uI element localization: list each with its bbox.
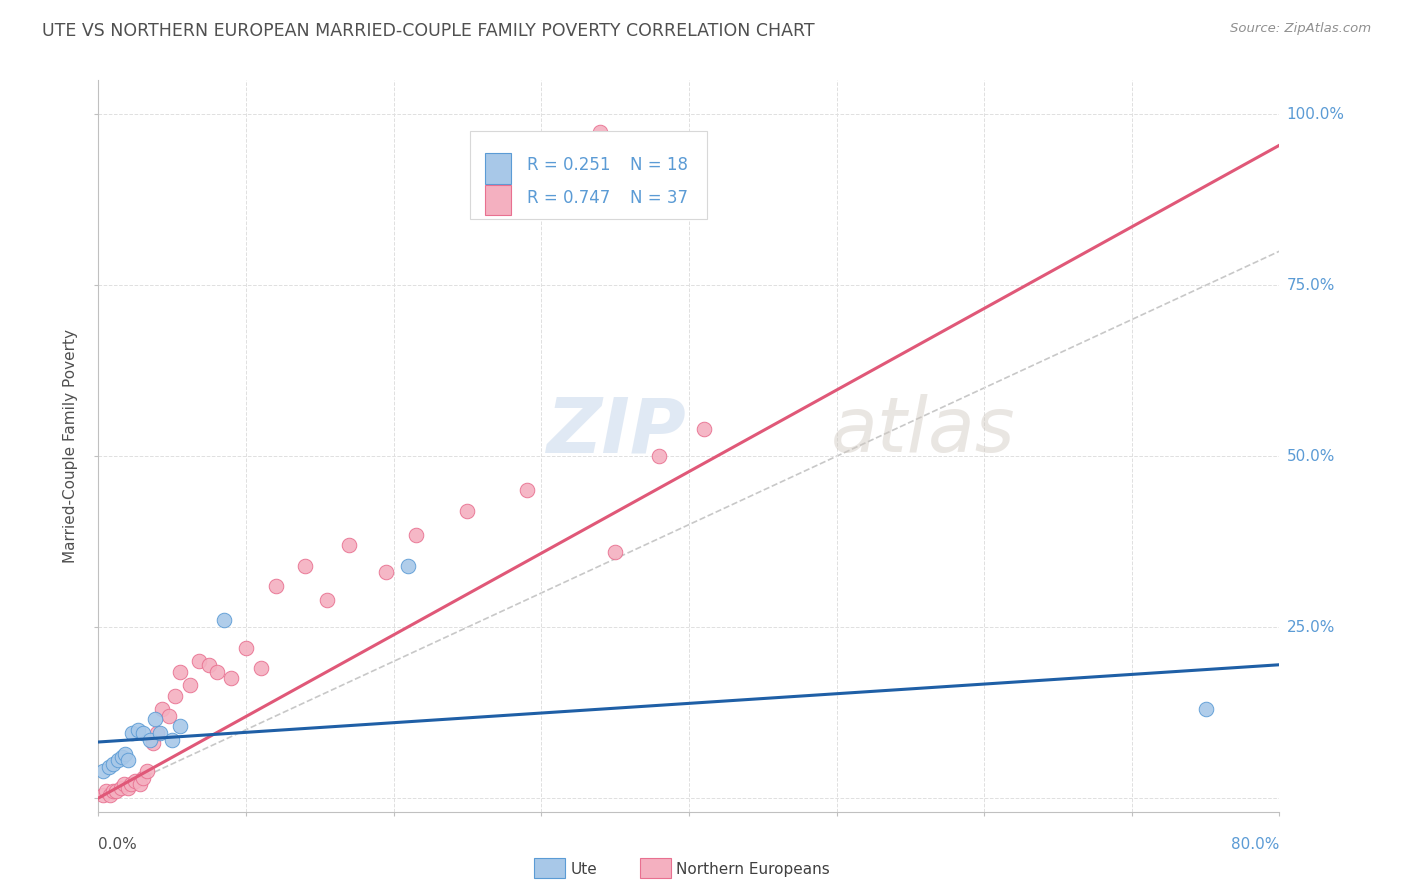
Point [515,483,537,498]
Point [142,736,165,750]
Text: N = 37: N = 37 [630,189,688,207]
Point [212,613,235,627]
Text: 100.0%: 100.0% [1286,107,1344,122]
Text: R = 0.747: R = 0.747 [527,189,610,207]
Point [143,713,166,727]
Point [110,780,132,795]
Point [132,726,155,740]
Point [316,592,339,607]
Point [91,788,114,802]
Point [98,788,121,802]
Point [456,504,478,518]
Point [605,545,627,559]
Point [112,777,135,791]
Text: Ute: Ute [571,863,598,877]
Point [146,726,169,740]
Y-axis label: Married-Couple Family Poverty: Married-Couple Family Poverty [63,329,79,563]
Point [103,756,125,771]
Point [105,784,128,798]
Point [396,558,419,573]
Text: 75.0%: 75.0% [1286,277,1334,293]
Point [157,709,180,723]
Point [94,784,117,798]
Text: N = 18: N = 18 [630,156,688,174]
Point [117,780,139,795]
Point [136,764,159,778]
Point [375,566,398,580]
Text: R = 0.251: R = 0.251 [527,156,610,174]
FancyBboxPatch shape [485,185,510,215]
Point [405,528,427,542]
Point [111,750,134,764]
Point [169,719,191,733]
Point [205,665,228,679]
Point [117,754,139,768]
Point [648,449,671,463]
Point [150,702,173,716]
Point [1195,702,1218,716]
Text: 25.0%: 25.0% [1286,620,1334,634]
Point [294,558,316,573]
Point [162,733,183,747]
Point [589,124,612,138]
Point [169,665,191,679]
Point [198,657,221,672]
Point [121,726,143,740]
Text: ZIP: ZIP [547,394,688,468]
FancyBboxPatch shape [471,131,707,219]
Point [179,678,201,692]
Point [128,777,150,791]
Point [337,538,360,552]
Point [127,723,149,737]
Point [187,654,209,668]
Text: Source: ZipAtlas.com: Source: ZipAtlas.com [1230,22,1371,36]
Point [132,771,155,785]
Text: atlas: atlas [831,394,1015,468]
Point [693,422,716,436]
Point [149,726,172,740]
Point [124,774,146,789]
Text: UTE VS NORTHERN EUROPEAN MARRIED-COUPLE FAMILY POVERTY CORRELATION CHART: UTE VS NORTHERN EUROPEAN MARRIED-COUPLE … [42,22,815,40]
Point [91,764,114,778]
Text: 0.0%: 0.0% [98,837,138,852]
Text: 50.0%: 50.0% [1286,449,1334,464]
FancyBboxPatch shape [485,153,510,184]
Text: Northern Europeans: Northern Europeans [676,863,830,877]
Point [139,733,162,747]
Point [114,747,136,761]
Point [120,777,142,791]
Text: 80.0%: 80.0% [1232,837,1279,852]
Point [103,784,125,798]
Point [235,640,257,655]
Point [165,689,187,703]
Point [97,760,120,774]
Point [250,661,273,675]
Point [107,754,129,768]
Point [219,672,242,686]
Point [264,579,287,593]
